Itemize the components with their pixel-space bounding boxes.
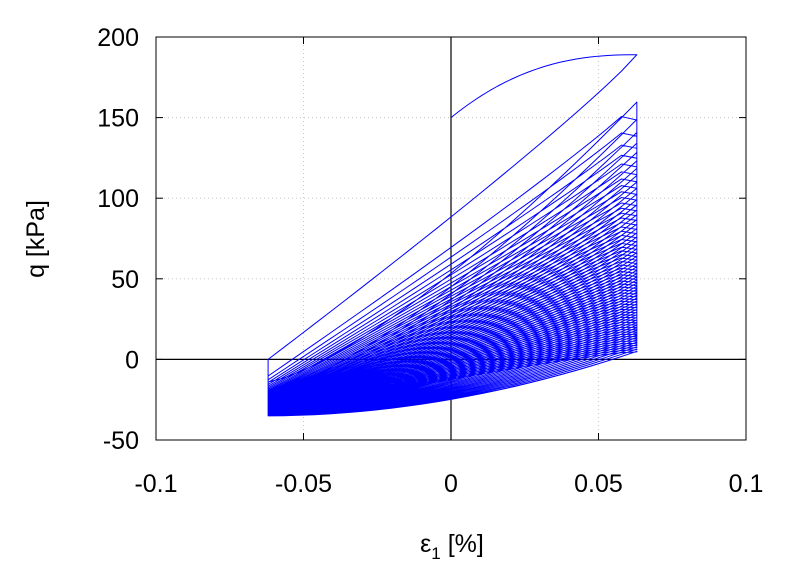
x-axis-unit: [%] — [441, 530, 484, 558]
x-axis-title: ε1 [%] — [420, 530, 484, 563]
y-axis-title: q [kPa] — [22, 200, 50, 278]
y-tick-label: 100 — [97, 185, 139, 213]
y-tick-label: 0 — [125, 346, 139, 374]
axis-ticks — [155, 36, 747, 441]
x-tick-label: 0.1 — [729, 470, 764, 498]
y-tick-label: 200 — [97, 24, 139, 52]
x-tick-label: -0.05 — [275, 470, 332, 498]
hysteresis-loops — [267, 54, 638, 417]
y-tick-label: -50 — [103, 427, 139, 455]
x-tick-label: -0.1 — [134, 470, 177, 498]
series-stress-strain — [267, 54, 638, 417]
x-tick-label: 0 — [444, 470, 458, 498]
x-axis-subscript: 1 — [431, 544, 440, 563]
y-tick-label: 150 — [97, 105, 139, 133]
y-tick-label: 50 — [111, 266, 139, 294]
x-tick-labels: -0.1 -0.05 0 0.05 0.1 — [134, 470, 763, 498]
x-axis-symbol: ε — [420, 530, 431, 558]
y-tick-labels: -50 0 50 100 150 200 — [97, 24, 139, 455]
x-tick-label: 0.05 — [574, 470, 623, 498]
